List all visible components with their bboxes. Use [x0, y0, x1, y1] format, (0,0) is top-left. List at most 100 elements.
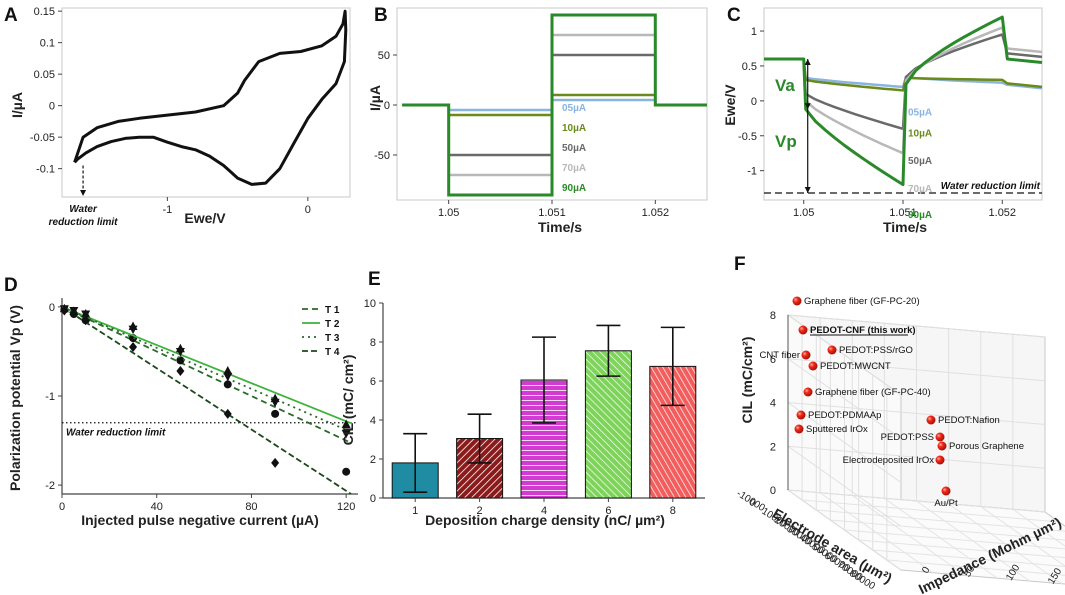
grid-line: [886, 559, 1065, 576]
arrowhead: [804, 103, 811, 110]
panel-c: C -1 -0.5 0 0.5 1 1.05 1.051 1.052 Water reductio…: [722, 5, 1043, 235]
y-tick-label: -0.5: [738, 131, 757, 143]
panel-f: F02468-100000100002000030000400005000060…: [734, 254, 1065, 595]
grid-line: [980, 506, 1065, 567]
x-tick-label: 1: [412, 505, 418, 517]
legend-item: 70µA: [908, 184, 932, 195]
y-tick-label: -2: [45, 480, 55, 492]
x-tick-label: 1.05: [438, 207, 459, 219]
grid-line: [787, 314, 1046, 338]
series-line: [402, 13, 707, 197]
z-tick-label: 4: [770, 398, 776, 410]
data-point: [223, 366, 233, 375]
data-point: [792, 296, 802, 306]
impedance-tick-label: 0: [920, 565, 933, 576]
legend-item: 05µA: [562, 103, 586, 114]
y-tick-label: 0.15: [34, 6, 55, 18]
grid-line: [872, 549, 1065, 567]
point-label: Graphene fiber (GF-PC-40): [815, 387, 931, 398]
data-point: [935, 455, 945, 465]
data-point: [796, 410, 806, 420]
cv-curve: [73, 9, 348, 186]
z-tick-label: 0: [770, 485, 776, 497]
legend-item: T 1: [325, 305, 340, 316]
data-point: [341, 429, 351, 439]
x-tick-label: 80: [245, 501, 257, 513]
legend-item: 90µA: [908, 210, 932, 221]
data-point: [176, 366, 185, 377]
x-tick-label: 6: [605, 505, 611, 517]
data-point: [827, 345, 837, 355]
point-label: PEDOT:Nafion: [938, 415, 1000, 426]
y-tick-label: 1: [751, 26, 757, 38]
panel-b: B -50 0 50 1.05 1.051 1.052 05µA 10µA 50µA 70µA 90µ…: [367, 5, 708, 235]
data-point: [81, 315, 90, 326]
grid-line: [787, 445, 902, 527]
data-point: [69, 308, 78, 319]
grid-line: [787, 358, 902, 440]
panel-d-label: D: [4, 275, 18, 296]
point-label: PEDOT-CNF (this work): [810, 325, 916, 336]
x-axis-label: Time/s: [883, 219, 927, 235]
x-tick-label: 1.051: [889, 207, 917, 219]
y-axis-label: I/µA: [9, 92, 25, 118]
y-tick-label: 0: [49, 101, 55, 113]
arrowhead: [804, 58, 811, 65]
data-point: [341, 419, 351, 429]
y-tick-label: 0: [751, 96, 757, 108]
z-tick-label: 8: [770, 310, 776, 322]
y-tick-label: 8: [370, 337, 376, 349]
point-label: PEDOT:MWCNT: [820, 361, 891, 372]
area-tick-label: 0: [747, 497, 758, 510]
x-tick-label: 0: [305, 204, 311, 216]
panel-e-label: E: [368, 269, 381, 290]
panel-a: A -0.1 -0.05 0 0.05 0.1 0.15 -1 0 Water reduction …: [4, 5, 351, 228]
z-tick-label: 6: [770, 354, 776, 366]
grid-line: [948, 503, 1062, 585]
point-label: Graphene fiber (GF-PC-20): [804, 296, 920, 307]
y-tick-label: 50: [378, 50, 390, 62]
x-axis-label: Ewe/V: [184, 210, 226, 226]
panel-d: D 0 -1 -2 0 40 80 120 Water reduction limit T 1 T …: [4, 275, 358, 528]
water-limit-arrowhead: [80, 190, 87, 196]
point-label: PEDOT:PSS/rGO: [839, 345, 913, 356]
point-label: PEDOT:PSS: [881, 432, 934, 443]
x-axis-label: Injected pulse negative current (µA): [81, 512, 319, 528]
grid-line: [858, 539, 1065, 559]
data-point: [223, 380, 232, 389]
va-label: Va: [775, 76, 795, 95]
legend-item: 50µA: [908, 156, 932, 167]
x-tick-label: 1.052: [989, 207, 1017, 219]
x-tick-label: -1: [162, 204, 172, 216]
y-tick-label: -0.1: [36, 164, 55, 176]
point-label: CNT fiber: [760, 350, 800, 361]
data-point: [176, 356, 185, 365]
y-axis-label: Ewe/V: [722, 84, 738, 126]
data-point: [60, 305, 69, 316]
water-limit-label: Water reduction limit: [941, 181, 1041, 192]
data-point: [798, 325, 808, 335]
point-label: PEDOT:PDMAAp: [808, 410, 881, 421]
fit-line: [61, 306, 352, 495]
x-tick-label: 1.05: [793, 207, 814, 219]
water-limit-label: Water reduction limit: [66, 428, 166, 439]
point-label: Sputtered IrOx: [806, 424, 868, 435]
grid-line: [787, 402, 902, 483]
x-axis-label: Deposition charge density (nC/ µm²): [425, 512, 665, 528]
y-tick-label: 0: [370, 493, 376, 505]
x-tick-label: 1.052: [642, 207, 670, 219]
x-tick-label: 120: [337, 501, 355, 513]
data-point: [175, 347, 185, 357]
z-tick-label: 2: [770, 441, 776, 453]
x-axis-label: Time/s: [538, 219, 582, 235]
data-point: [271, 457, 280, 468]
y-tick-label: -1: [747, 166, 757, 178]
data-point: [271, 409, 280, 418]
y-tick-label: 0: [384, 100, 390, 112]
y-tick-label: 10: [364, 298, 376, 310]
fit-line: [61, 306, 352, 425]
data-point: [808, 361, 818, 371]
y-tick-label: -0.05: [30, 132, 55, 144]
grid-line: [1012, 508, 1065, 547]
